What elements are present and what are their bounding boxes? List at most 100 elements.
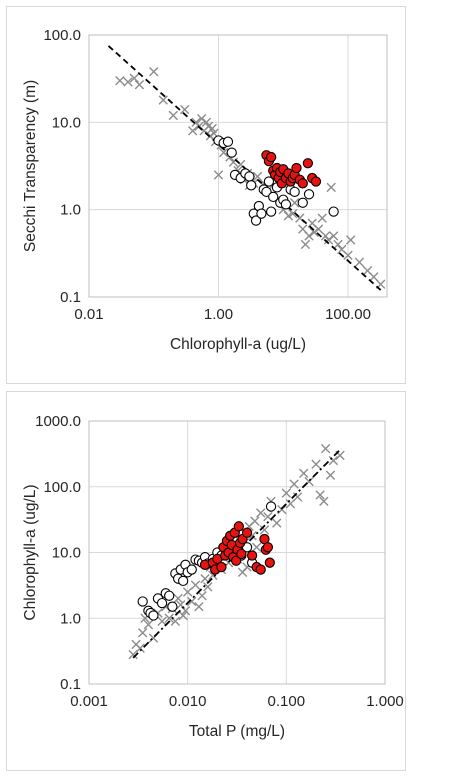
x-marker-point: [157, 616, 167, 626]
x-marker-point: [173, 593, 183, 604]
open-circle-point: [280, 199, 292, 210]
red-circle-point: [265, 151, 277, 163]
open-circle-point: [178, 575, 189, 587]
x-marker-point: [292, 492, 303, 502]
open-circle-point: [297, 197, 308, 208]
x-marker-point: [281, 488, 292, 498]
y-tick-label: 0.1: [60, 676, 81, 693]
x-marker-point: [315, 490, 325, 500]
x-marker-point: [251, 542, 262, 552]
y-tick-label: 100.0: [43, 27, 81, 44]
x-marker-point: [319, 496, 329, 507]
x-tick-label: 100.00: [325, 306, 371, 323]
x-marker-point: [188, 126, 198, 136]
x-marker-point: [129, 73, 139, 83]
x-tick-label: 0.010: [169, 693, 207, 710]
x-marker-point: [333, 239, 343, 250]
x-marker-point: [343, 250, 353, 261]
x-tick-label: 1.000: [366, 693, 404, 710]
open-circle-point: [328, 206, 339, 217]
x-marker-point: [134, 79, 145, 90]
plot-area-frame: [88, 420, 386, 685]
open-circle-point: [303, 189, 315, 200]
plot-area-frame: [88, 34, 388, 298]
x-marker-point: [320, 443, 331, 454]
open-circle-point: [226, 147, 237, 158]
secchi-vs-chlorophyll-chart-panel: 0.01 1.00 100.00 0.1 1.0 10.0 100.0 Chlorophyll…: [6, 6, 406, 384]
y-tick-label: 1000.0: [35, 413, 81, 430]
x-marker-point: [190, 580, 201, 590]
x-marker-point: [256, 508, 266, 518]
red-circle-point: [236, 548, 247, 560]
x-marker-point: [317, 213, 327, 223]
x-marker-point: [323, 235, 334, 245]
y-tick-label: 1.0: [60, 610, 81, 627]
open-circle-point: [244, 171, 255, 182]
red-circle-point: [297, 178, 308, 189]
y-tick-label: 100.0: [43, 479, 81, 496]
x-marker-point: [213, 170, 224, 180]
x-marker-point: [187, 596, 197, 607]
x-marker-point: [164, 613, 174, 623]
x-marker-point: [285, 499, 296, 509]
x-marker-point: [191, 117, 201, 128]
red-circle-point: [291, 162, 302, 174]
x-marker-point: [158, 95, 168, 105]
open-circle-point: [265, 206, 277, 217]
red-circle-point: [241, 527, 253, 538]
x-marker-point: [328, 231, 339, 241]
open-circle-point: [289, 186, 300, 197]
x-marker-point: [346, 235, 356, 245]
x-marker-point: [179, 104, 190, 115]
x-marker-point: [228, 157, 239, 167]
red-circle-point: [230, 555, 242, 566]
open-circle-point: [256, 208, 267, 219]
red-circle-point: [262, 542, 274, 553]
red-circle-point: [310, 176, 322, 187]
x-marker-point: [259, 525, 270, 535]
x-marker-point: [311, 459, 321, 469]
x-marker-point: [354, 257, 365, 267]
open-circle-point: [186, 564, 197, 575]
secchi-vs-chlorophyll-chart: 0.01 1.00 100.00 0.1 1.0 10.0 100.0 Chlorophyll…: [22, 27, 388, 353]
x-marker-point: [320, 231, 331, 241]
x-marker-point: [288, 208, 298, 219]
x-marker-point: [143, 619, 154, 630]
x-marker-point: [197, 114, 207, 124]
x-marker-point: [300, 239, 311, 250]
chlorophyll-vs-total-p-chart-panel: 0.001 0.010 0.100 1.000 0.1 1.0 10.0 100.0 1000.…: [6, 391, 406, 771]
trendline: [132, 447, 342, 659]
x-axis-label: Total P (mg/L): [189, 723, 285, 740]
x-tick-label: 0.001: [70, 693, 108, 710]
x-marker-point: [289, 198, 300, 208]
x-marker-point: [137, 628, 148, 638]
x-marker-point: [328, 455, 339, 466]
red-circle-point: [302, 158, 314, 169]
x-marker-point: [250, 516, 260, 526]
x-marker-point: [289, 479, 299, 489]
x-tick-label: 0.01: [74, 306, 103, 323]
red-circle-point: [216, 561, 227, 573]
y-tick-label: 1.0: [60, 202, 81, 219]
red-circle-point: [264, 557, 275, 568]
red-circle-point: [255, 564, 266, 575]
y-tick-label: 10.0: [52, 114, 81, 131]
x-marker-point: [325, 470, 336, 480]
open-circle-point: [250, 215, 262, 226]
x-marker-point: [123, 77, 133, 87]
x-tick-label: 0.100: [268, 693, 306, 710]
x-marker-point: [326, 182, 336, 193]
y-axis-label: Chlorophyll-a (ug/L): [22, 484, 39, 620]
open-circle-point: [263, 176, 275, 187]
x-marker-point: [272, 518, 282, 528]
red-circle-point: [233, 521, 244, 532]
open-circle-point: [261, 186, 272, 197]
x-marker-point: [299, 468, 309, 479]
data-layer: [128, 443, 345, 660]
x-axis-label: Chlorophyll-a (ug/L): [170, 336, 306, 353]
data-layer: [107, 45, 386, 291]
open-circle-point: [156, 597, 168, 609]
x-marker-point: [218, 147, 229, 158]
open-circle-point: [246, 180, 257, 191]
open-circle-point: [222, 136, 234, 147]
